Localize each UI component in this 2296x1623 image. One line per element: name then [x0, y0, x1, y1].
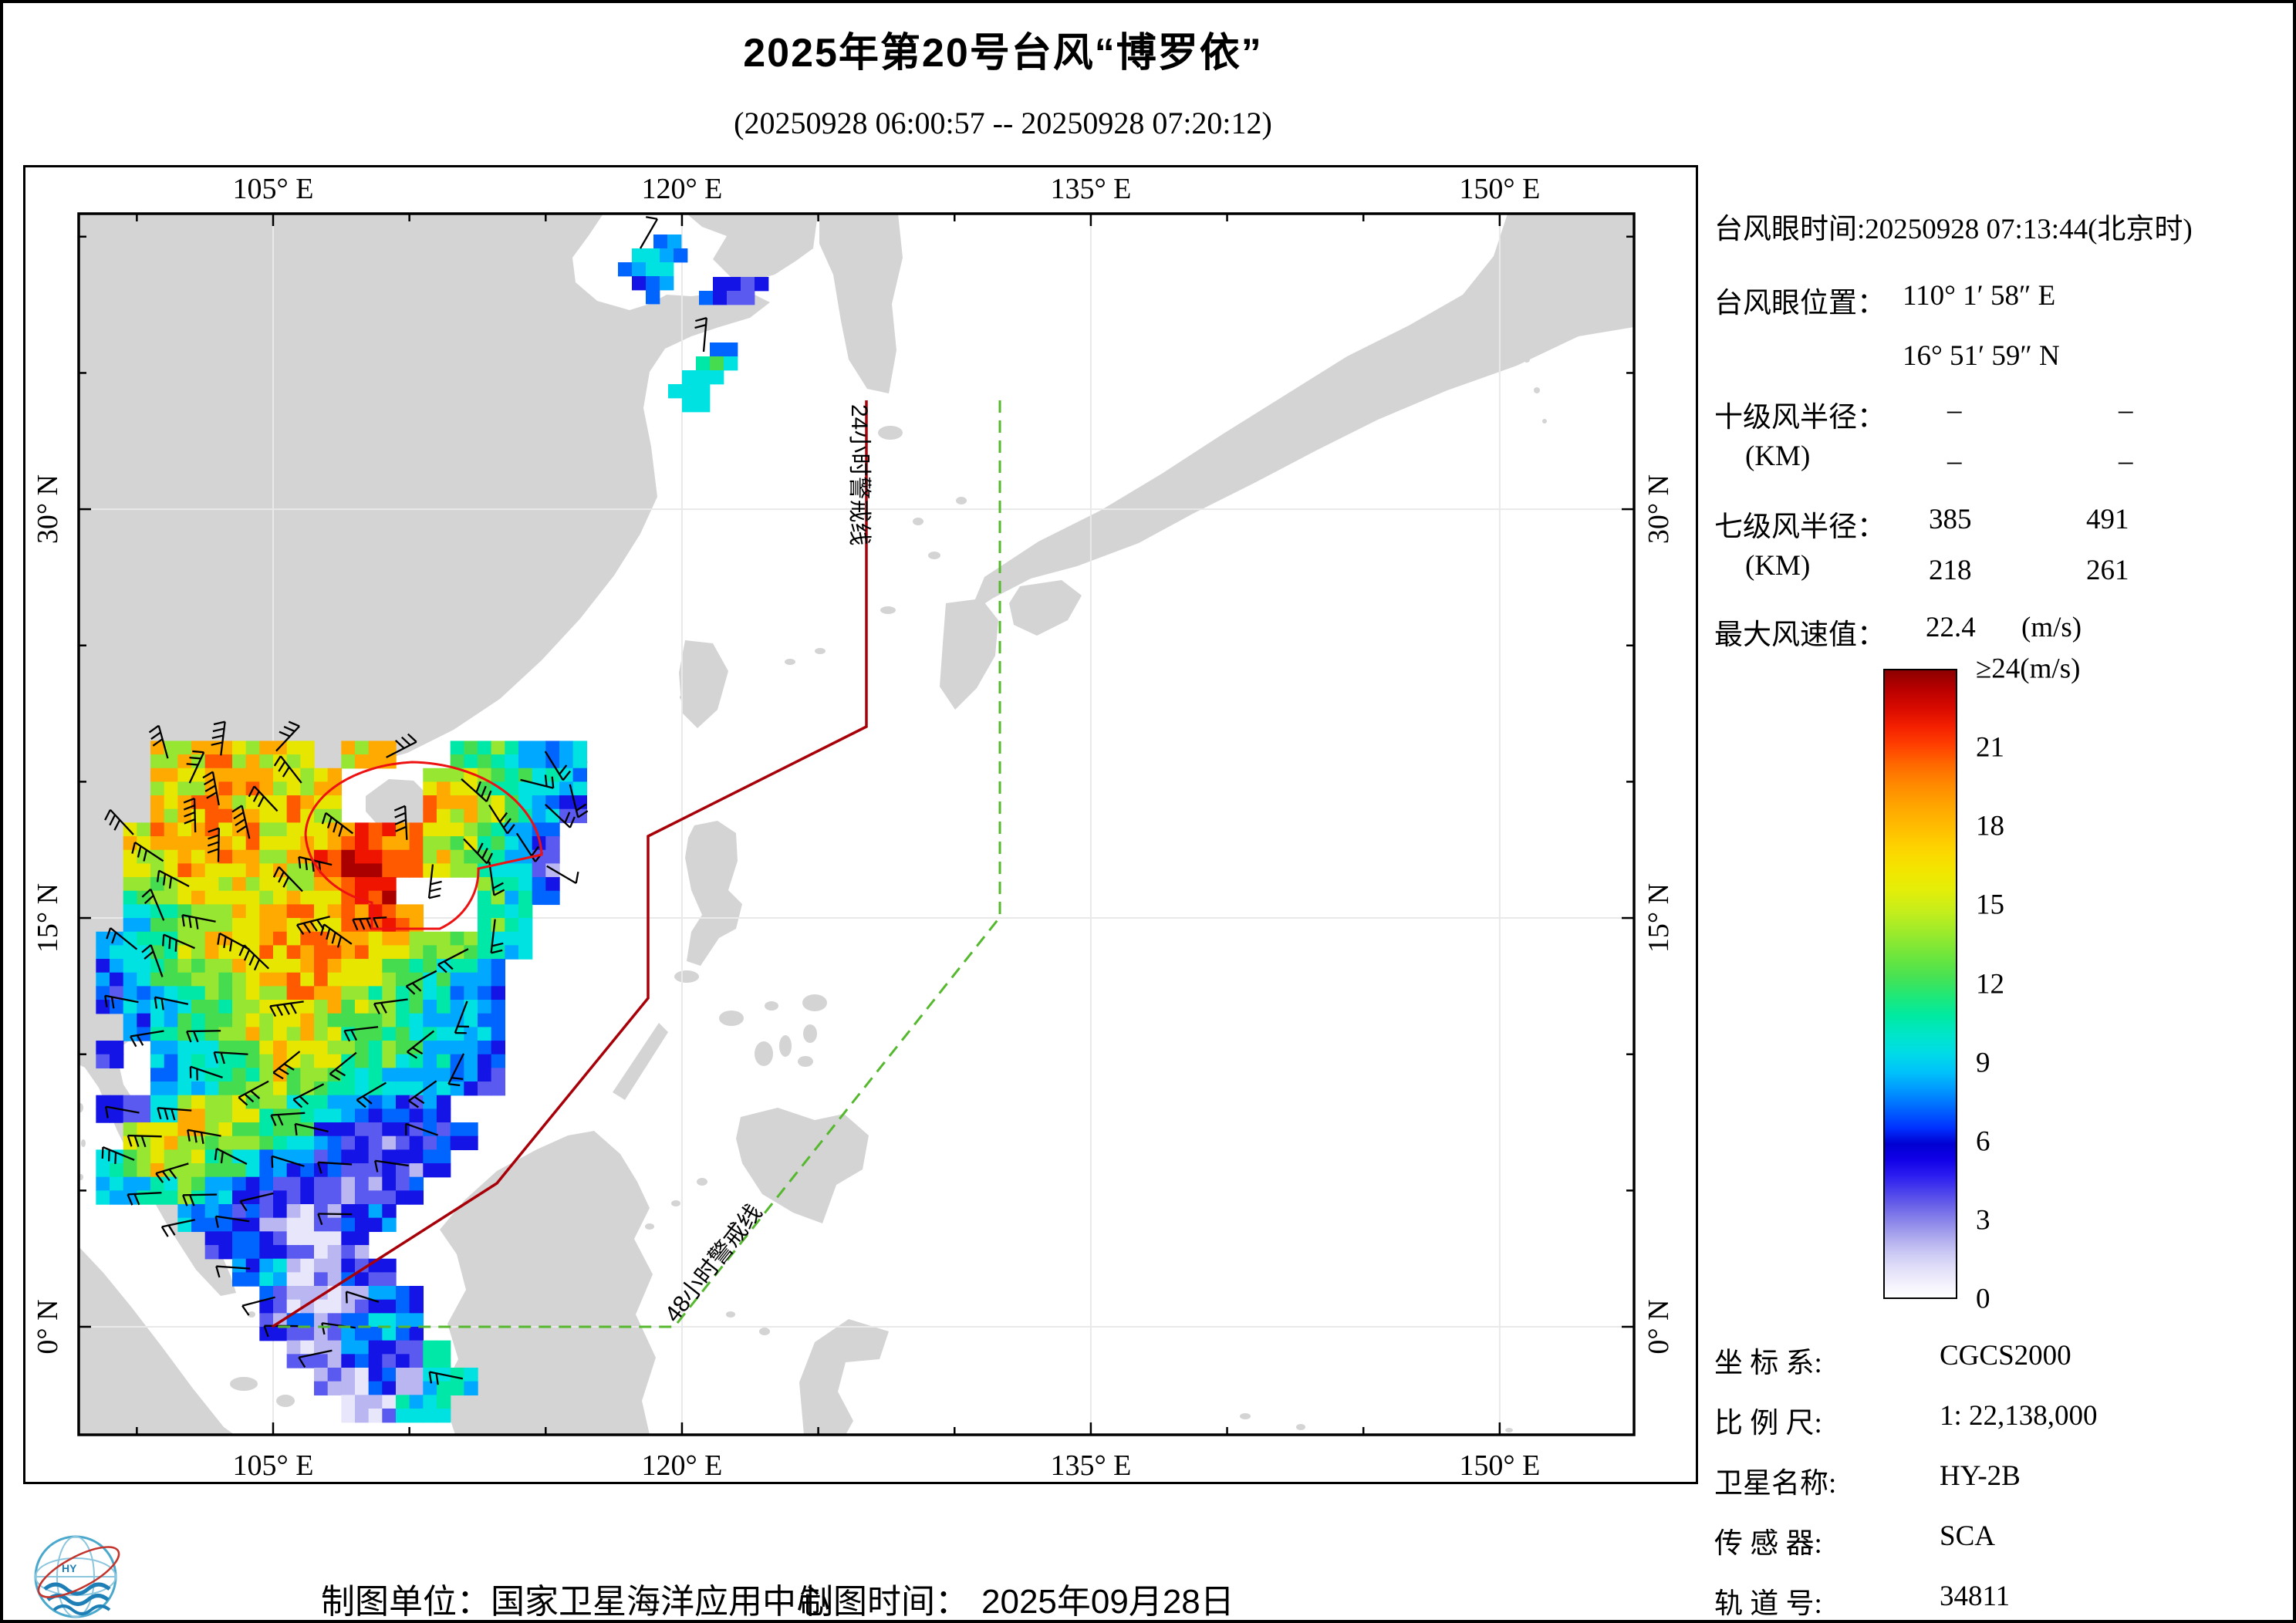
lat-label-right: 15° N [1643, 883, 1675, 953]
island [785, 659, 795, 665]
producer-credit: 制图单位：国家卫星海洋应用中心 [321, 1583, 830, 1621]
island [276, 1395, 295, 1407]
outer-frame [23, 165, 1698, 1484]
land-hainan [366, 779, 430, 833]
land-taiwan [679, 640, 728, 728]
island [880, 606, 896, 614]
island [230, 1377, 258, 1391]
island [878, 426, 903, 440]
svg-text:HY: HY [62, 1562, 77, 1574]
land-sulawesi [799, 1319, 889, 1435]
island [645, 1223, 654, 1230]
land-shikoku [1009, 580, 1082, 636]
land-luzon [685, 821, 742, 966]
land-kyushu [940, 599, 998, 710]
lon-label-bottom: 135° E [1050, 1449, 1131, 1482]
island [697, 1178, 707, 1186]
island [802, 994, 827, 1011]
map-frame [77, 212, 1636, 1436]
wind-radius-circle [304, 761, 543, 930]
land-palawan [613, 1023, 668, 1100]
land-sumatra [79, 1247, 235, 1435]
lat-label-left: 15° N [32, 883, 64, 953]
island [956, 497, 967, 504]
island [1505, 1428, 1513, 1432]
island [759, 1328, 770, 1335]
wind-barbs [101, 216, 707, 1385]
island [913, 518, 923, 525]
lon-label-top: 120° E [641, 173, 722, 205]
island [248, 1311, 255, 1318]
island [1296, 1424, 1305, 1430]
island [928, 552, 940, 559]
nsoas-logo: HY [34, 1535, 120, 1618]
island [671, 1200, 680, 1206]
land-korea [819, 214, 903, 393]
island [1240, 1413, 1251, 1419]
production-date-value: 2025年09月28日 [981, 1583, 1234, 1621]
island [765, 1001, 778, 1011]
lon-label-top: 135° E [1050, 173, 1131, 205]
lon-label-bottom: 120° E [641, 1449, 722, 1482]
production-date-label: 制图时间： [799, 1583, 969, 1621]
island [1524, 356, 1530, 363]
axis-ticks [79, 214, 1634, 1435]
island [81, 1139, 86, 1147]
lon-label-top: 105° E [233, 173, 314, 205]
lat-label-right: 30° N [1643, 474, 1675, 544]
island [815, 648, 826, 654]
island [674, 970, 699, 983]
island [779, 1035, 792, 1057]
island [755, 1041, 773, 1066]
warning-line-24h [272, 400, 868, 1328]
observation-time-range: (20250928 06:00:57 -- 20250928 07:20:12) [734, 106, 1272, 140]
lon-label-bottom: 150° E [1459, 1449, 1540, 1482]
island [719, 1011, 744, 1026]
island [798, 1056, 813, 1067]
lat-label-left: 30° N [32, 474, 64, 544]
island [803, 1024, 817, 1043]
warning-line-24h-label: 24小时警戒线 [846, 404, 872, 545]
page-title: 2025年第20号台风“博罗依” [743, 31, 1263, 76]
lat-label-left: 0° N [32, 1299, 64, 1354]
island [726, 1311, 735, 1318]
lat-label-right: 0° N [1643, 1299, 1675, 1354]
land-honshu [969, 214, 1634, 614]
land-borneo [440, 1131, 656, 1435]
land-ne-china-liaodong [687, 214, 818, 281]
lon-label-bottom: 105° E [233, 1449, 314, 1482]
lon-label-top: 150° E [1459, 173, 1540, 205]
island [1534, 387, 1540, 393]
axis-labels: 105° E 105° E 120° E 120° E 135° E 135° E 150°… [32, 173, 1675, 1482]
island [1542, 419, 1547, 423]
